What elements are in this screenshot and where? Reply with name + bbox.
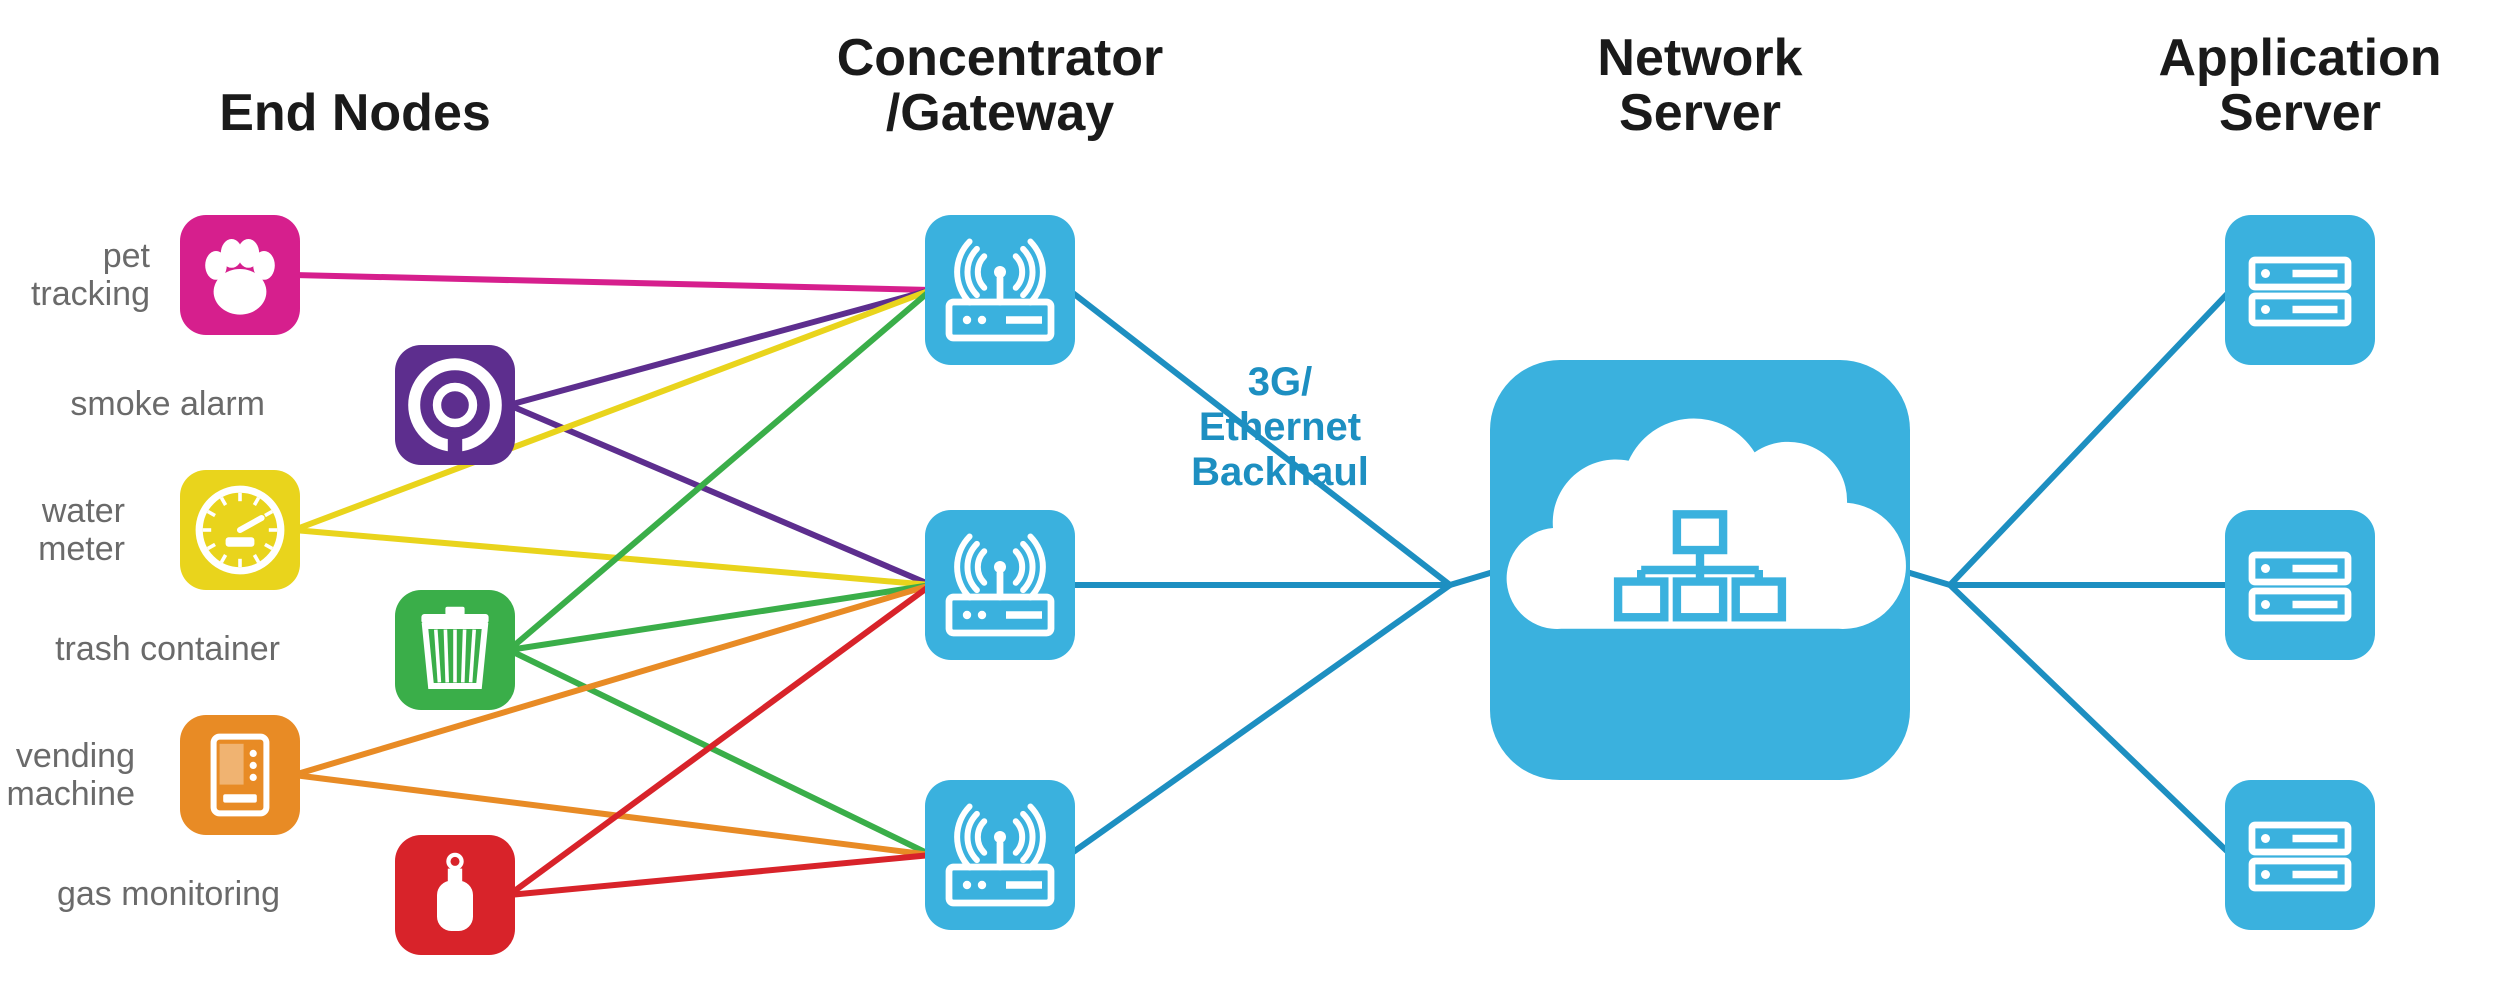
edge-vending-gw3 <box>294 775 931 855</box>
svg-text:vending: vending <box>16 737 135 775</box>
svg-text:trash container: trash container <box>55 630 280 668</box>
end-node-label-pet: pettracking <box>31 237 151 313</box>
end-node-label-gas: gas monitoring <box>57 875 280 913</box>
gateway-gw1 <box>925 215 1075 365</box>
end-node-vending <box>180 715 300 835</box>
network-server <box>1490 360 1910 780</box>
title-network-server: NetworkServer <box>1597 29 1802 142</box>
svg-text:Server: Server <box>1619 84 1781 142</box>
edge-water-gw1 <box>294 290 931 530</box>
svg-text:Ethernet: Ethernet <box>1199 405 1361 449</box>
end-node-smoke <box>395 345 515 465</box>
svg-text:Network: Network <box>1597 29 1802 87</box>
end-node-label-water: watermeter <box>38 492 125 568</box>
svg-text:meter: meter <box>38 530 125 568</box>
network-diagram: End NodesConcentrator/GatewayNetworkServ… <box>0 0 2517 984</box>
gateway-gw2 <box>925 510 1075 660</box>
svg-text:Backhaul: Backhaul <box>1191 450 1369 494</box>
svg-text:3G/: 3G/ <box>1248 360 1312 404</box>
title-gateway: Concentrator/Gateway <box>837 29 1163 142</box>
title-end-nodes: End Nodes <box>219 84 491 142</box>
edge-hub2-app3 <box>1950 585 2231 855</box>
end-node-label-vending: vendingmachine <box>6 737 135 813</box>
svg-text:Server: Server <box>2219 84 2381 142</box>
edge-gas-gw3 <box>509 855 931 895</box>
title-application-server: ApplicationServer <box>2158 29 2441 142</box>
edge-trash-gw3 <box>509 650 931 855</box>
end-node-water <box>180 470 300 590</box>
svg-text:/Gateway: /Gateway <box>886 84 1114 142</box>
svg-text:End Nodes: End Nodes <box>219 84 491 142</box>
edge-hub2-app1 <box>1950 290 2231 585</box>
gateway-gw3 <box>925 780 1075 930</box>
svg-text:tracking: tracking <box>31 275 150 313</box>
end-node-gas <box>395 835 515 955</box>
app-server-app3 <box>2225 780 2375 930</box>
edge-water-gw2 <box>294 530 931 585</box>
svg-text:pet: pet <box>103 237 151 275</box>
edge-gw3-hub <box>1069 585 1450 855</box>
svg-text:Application: Application <box>2158 29 2441 87</box>
edge-vending-gw2 <box>294 585 931 775</box>
end-node-pet <box>180 215 300 335</box>
svg-text:Concentrator: Concentrator <box>837 29 1163 87</box>
end-node-trash <box>395 590 515 710</box>
edge-smoke-gw2 <box>509 405 931 585</box>
app-server-app2 <box>2225 510 2375 660</box>
edge-pet-gw1 <box>294 275 931 290</box>
app-server-app1 <box>2225 215 2375 365</box>
end-node-label-smoke: smoke alarm <box>70 385 265 423</box>
backhaul-label: 3G/EthernetBackhaul <box>1191 360 1369 494</box>
end-node-label-trash: trash container <box>55 630 280 668</box>
svg-text:smoke alarm: smoke alarm <box>70 385 265 423</box>
svg-text:machine: machine <box>6 775 135 813</box>
svg-text:gas monitoring: gas monitoring <box>57 875 280 913</box>
svg-text:water: water <box>41 492 125 530</box>
